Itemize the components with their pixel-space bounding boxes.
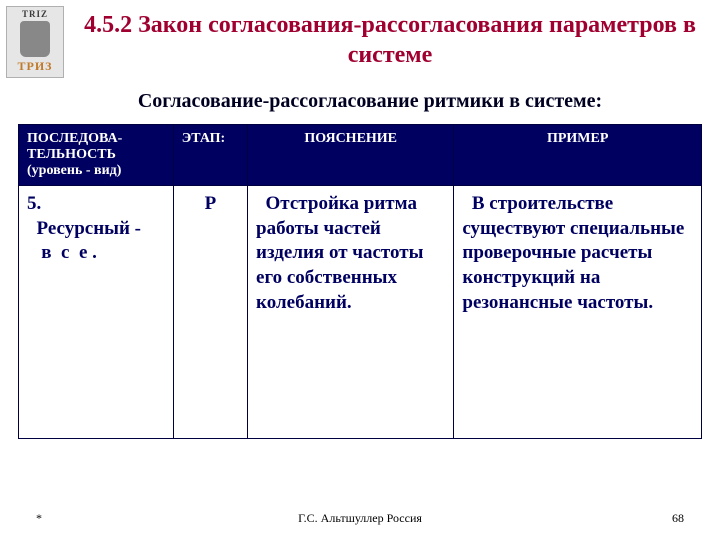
triz-logo: TRIZ ТРИЗ — [6, 6, 64, 78]
th-explanation: ПОЯСНЕНИЕ — [248, 125, 454, 186]
td-stage: Р — [173, 186, 247, 439]
logo-text-top: TRIZ — [7, 9, 63, 19]
slide-title: 4.5.2 Закон согласования-рассогласования… — [80, 10, 700, 70]
td-explanation: Отстройка ритма работы частей изделия от… — [248, 186, 454, 439]
page-number: 68 — [672, 511, 684, 526]
content-table: ПОСЛЕДОВА-ТЕЛЬНОСТЬ(уровень - вид) ЭТАП:… — [18, 124, 702, 439]
slide-subtitle: Согласование-рассогласование ритмики в с… — [50, 90, 690, 113]
slide: TRIZ ТРИЗ 4.5.2 Закон согласования-рассо… — [0, 0, 720, 540]
table-row: 5. Ресурсный - в с е . Р Отстройка ритма… — [19, 186, 702, 439]
th-stage: ЭТАП: — [173, 125, 247, 186]
td-sequence: 5. Ресурсный - в с е . — [19, 186, 174, 439]
td-example: В строительстве существуют специальные п… — [454, 186, 702, 439]
logo-text-bottom: ТРИЗ — [7, 59, 63, 74]
table-header-row: ПОСЛЕДОВА-ТЕЛЬНОСТЬ(уровень - вид) ЭТАП:… — [19, 125, 702, 186]
footer-center: Г.С. Альтшуллер Россия — [0, 511, 720, 526]
th-sequence: ПОСЛЕДОВА-ТЕЛЬНОСТЬ(уровень - вид) — [19, 125, 174, 186]
th-example: ПРИМЕР — [454, 125, 702, 186]
portrait-icon — [20, 21, 50, 57]
